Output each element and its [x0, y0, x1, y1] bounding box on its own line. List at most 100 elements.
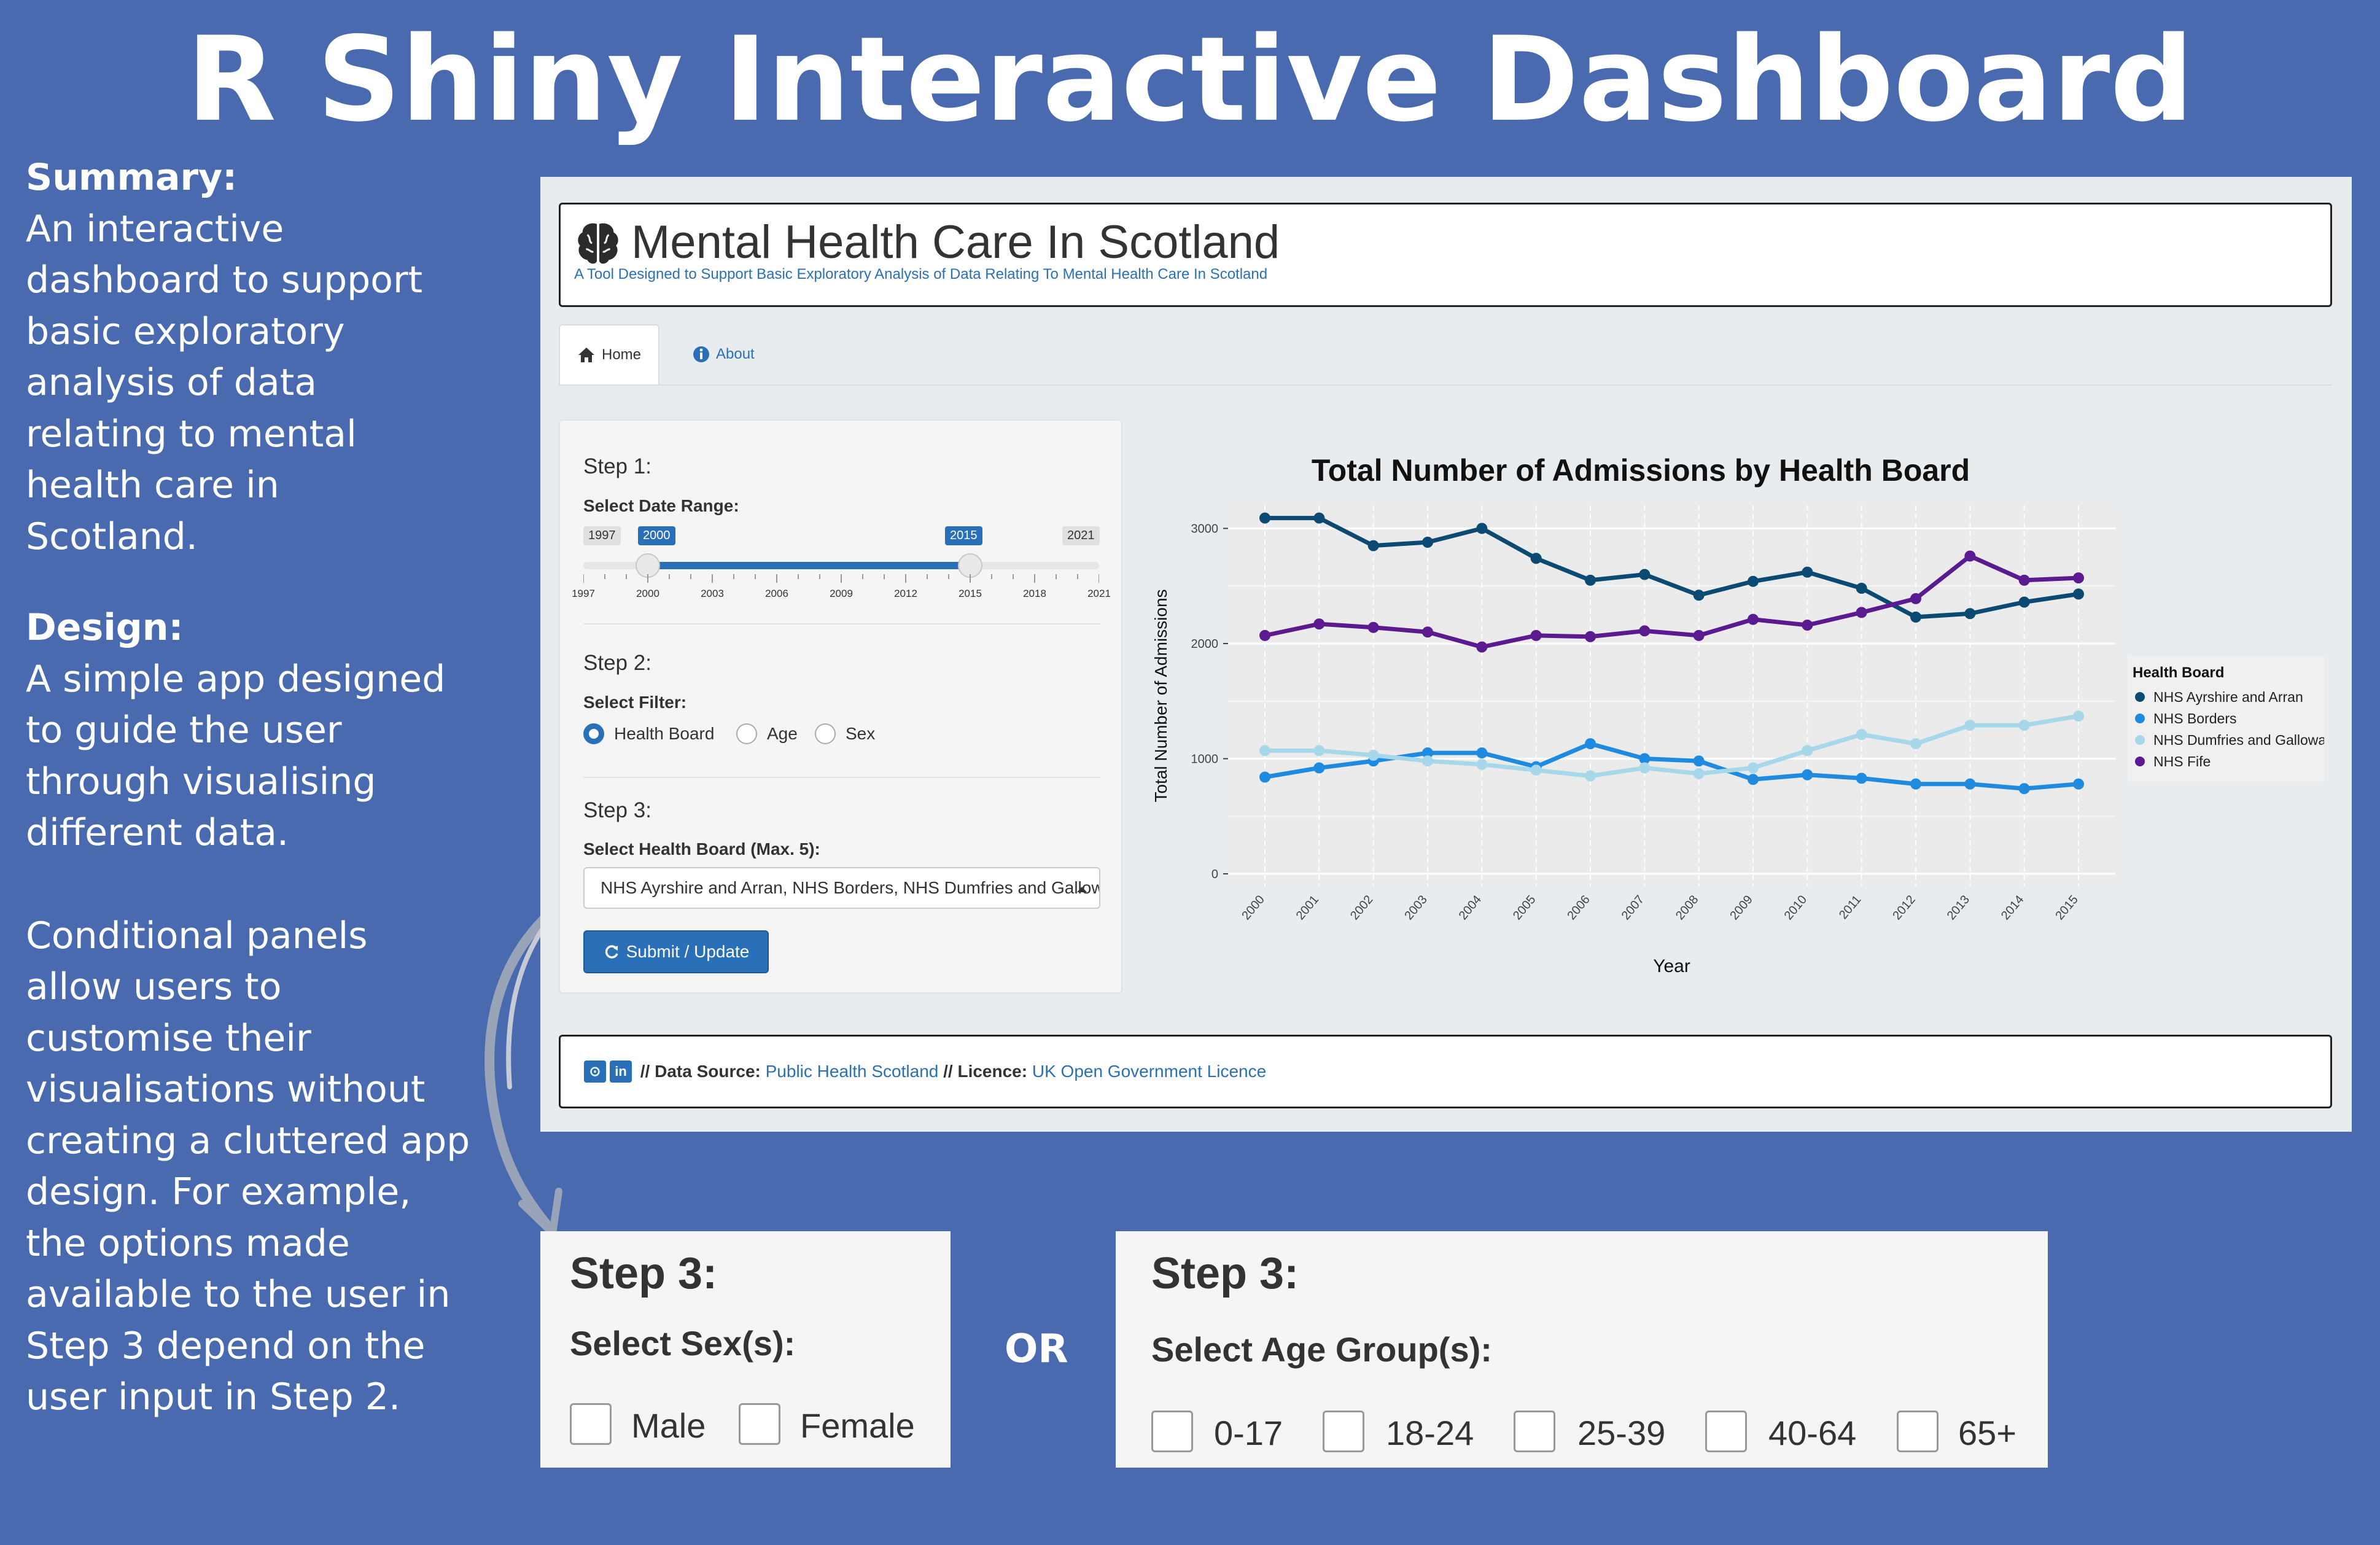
x-tick-label: 2002	[1348, 893, 1375, 922]
side-description: Summary: An interactive dashboard to supp…	[26, 152, 492, 1423]
y-tick-label: 1000	[1191, 753, 1219, 766]
data-point	[1259, 512, 1270, 524]
data-point	[1856, 729, 1867, 741]
data-point	[1693, 590, 1705, 601]
conditional-panels-text: Conditional panels allow users to customis…	[26, 911, 492, 1423]
linkedin-icon[interactable]: in	[610, 1060, 632, 1083]
step3-heading: Step 3:	[583, 798, 651, 822]
tab-home[interactable]: Home	[559, 324, 660, 384]
data-point	[1585, 574, 1596, 586]
checkbox-female[interactable]	[739, 1403, 780, 1445]
data-point	[1802, 769, 1813, 780]
tab-about[interactable]: About	[675, 324, 772, 384]
conditional-line: user input in Step 2.	[26, 1376, 401, 1419]
x-tick-label: 2009	[1727, 893, 1755, 922]
caret-up-icon	[1077, 887, 1087, 892]
chart-title: Total Number of Admissions by Health Boa…	[1312, 453, 1970, 488]
design-line: to guide the user	[26, 709, 342, 752]
checkbox-age-0-17[interactable]	[1151, 1411, 1193, 1452]
design-heading: Design:	[26, 606, 184, 649]
health-board-select[interactable]: NHS Ayrshire and Arran, NHS Borders, NHS…	[583, 867, 1100, 909]
step3-sex-card: Step 3: Select Sex(s): Male Female	[540, 1231, 951, 1468]
design-line: different data.	[26, 811, 289, 854]
x-tick-label: 2013	[1945, 893, 1972, 922]
conditional-line: Step 3 depend on the	[26, 1324, 426, 1368]
legend-label: NHS Ayrshire and Arran	[2153, 689, 2303, 705]
radio-health-board[interactable]	[583, 723, 604, 744]
x-tick-label: 2000	[1239, 893, 1267, 922]
radio-age-label: Age	[767, 724, 798, 743]
data-point	[1748, 774, 1759, 785]
conditional-line: the options made	[26, 1221, 350, 1265]
summary-line: An interactive	[26, 207, 284, 251]
x-tick-label: 2007	[1619, 893, 1647, 922]
checkbox-male[interactable]	[570, 1403, 612, 1445]
checkbox-age-25-39[interactable]	[1514, 1411, 1555, 1452]
x-tick-label: 2015	[2053, 893, 2080, 922]
design-line: A simple app designed	[26, 657, 446, 701]
sex-card-label: Select Sex(s):	[570, 1324, 796, 1363]
submit-update-button[interactable]: Submit / Update	[583, 930, 769, 973]
info-icon	[693, 346, 709, 362]
github-icon[interactable]: ⊙	[584, 1060, 606, 1083]
slider-ticks	[583, 574, 1099, 583]
checkbox-male-label: Male	[631, 1406, 706, 1445]
home-icon	[578, 348, 594, 362]
data-point	[2018, 596, 2030, 608]
x-tick-label: 2010	[1782, 893, 1810, 922]
conditional-line: available to the user in	[26, 1273, 451, 1316]
app-subtitle: A Tool Designed to Support Basic Explora…	[574, 266, 1268, 282]
summary-line: Scotland.	[26, 515, 198, 558]
health-board-label: Select Health Board (Max. 5):	[583, 839, 820, 858]
data-point	[2073, 588, 2084, 600]
summary-line: basic exploratory	[26, 309, 345, 353]
slider-tick-label: 2015	[959, 588, 982, 599]
checkbox-age-65plus[interactable]	[1897, 1411, 1939, 1452]
y-tick-label: 3000	[1191, 523, 1219, 536]
age-card-label: Select Age Group(s):	[1151, 1330, 1492, 1369]
x-tick-label: 2011	[1837, 893, 1864, 922]
conditional-line: creating a cluttered app	[26, 1119, 470, 1162]
data-point	[1856, 607, 1867, 618]
slider-to-label: 2015	[945, 526, 982, 545]
checkbox-age-18-24[interactable]	[1323, 1411, 1364, 1452]
data-point	[1693, 755, 1705, 767]
legend-swatch	[2135, 735, 2145, 745]
data-point	[2073, 572, 2084, 584]
data-point	[1639, 569, 1651, 580]
series-line-3	[1264, 554, 2079, 650]
refresh-icon	[605, 945, 618, 959]
data-point	[1476, 758, 1488, 770]
checkbox-female-label: Female	[800, 1406, 915, 1445]
data-point	[1748, 575, 1759, 587]
data-point	[1476, 747, 1488, 759]
data-point	[2018, 574, 2030, 586]
data-point	[1585, 738, 1596, 750]
tab-home-label: Home	[602, 346, 642, 363]
plot-panel	[1228, 505, 2115, 886]
data-point	[1313, 618, 1325, 630]
legend-box	[2128, 656, 2324, 782]
data-point	[2018, 783, 2030, 795]
slider-tick-label: 1997	[572, 588, 595, 599]
radio-sex[interactable]	[815, 723, 836, 744]
slider-from-label: 2000	[638, 526, 675, 545]
summary-heading: Summary:	[26, 156, 238, 199]
licence-link[interactable]: UK Open Government Licence	[1032, 1062, 1267, 1081]
data-point	[1313, 512, 1325, 524]
radio-health-board-label: Health Board	[614, 724, 715, 743]
legend-swatch	[2135, 757, 2145, 766]
slider-handle-to[interactable]	[958, 553, 982, 578]
legend-swatch	[2135, 692, 2145, 702]
data-point	[1259, 745, 1270, 757]
conditional-line: Conditional panels	[26, 914, 368, 957]
app-header: Mental Health Care In Scotland A Tool De…	[559, 203, 2332, 307]
data-point	[1422, 747, 1433, 759]
radio-age[interactable]	[736, 723, 757, 744]
data-point	[1476, 641, 1488, 653]
data-source-link[interactable]: Public Health Scotland	[765, 1062, 939, 1081]
checkbox-age-18-24-label: 18-24	[1386, 1414, 1474, 1452]
date-range-label: Select Date Range:	[583, 496, 739, 515]
checkbox-age-40-64[interactable]	[1705, 1411, 1747, 1452]
data-point	[1422, 626, 1433, 638]
